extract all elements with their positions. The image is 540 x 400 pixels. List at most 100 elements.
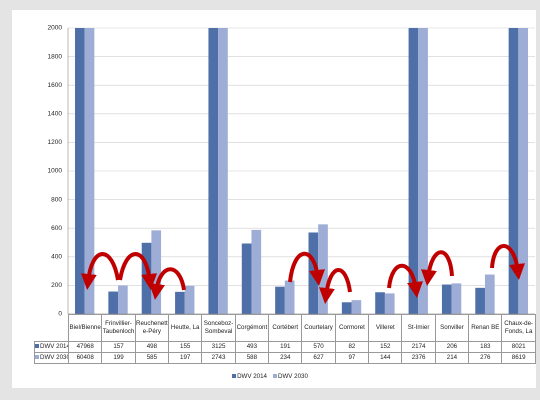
table-row: DWV 2014 47968 157 498 155 3125 493 191 570 82 152… xyxy=(34,341,536,353)
table-value: 8619 xyxy=(501,352,536,364)
table-value: 570 xyxy=(301,341,336,353)
bar xyxy=(384,293,395,314)
bar xyxy=(341,302,352,314)
bar xyxy=(75,28,85,314)
arrows xyxy=(80,244,526,304)
legend-label: DWV 2014 xyxy=(237,373,267,380)
x-tick-label: Corgémont xyxy=(234,314,270,342)
bar xyxy=(375,292,385,314)
bar xyxy=(408,28,419,314)
arrow xyxy=(318,268,352,304)
arrow xyxy=(288,251,325,286)
legend-swatch xyxy=(232,374,237,378)
x-tick-label: Biel/Bienne xyxy=(67,314,103,342)
bar xyxy=(251,229,262,314)
y-tick-label: 400 xyxy=(51,254,62,261)
table-value: 2743 xyxy=(201,352,236,364)
bar xyxy=(508,28,519,314)
x-tick-label: Cortébert xyxy=(268,314,303,342)
bars xyxy=(75,28,528,314)
y-tick-label: 1800 xyxy=(48,53,63,60)
table-corner xyxy=(35,315,69,342)
table-value: 627 xyxy=(301,352,336,364)
table-series-key: DWV 2014 xyxy=(34,341,69,353)
x-tick-label: Sonviller xyxy=(434,314,470,342)
arrow xyxy=(149,267,186,300)
bar xyxy=(151,230,162,314)
y-tick-label: 1400 xyxy=(48,111,63,118)
x-tick-label: Heutte, La xyxy=(168,314,203,342)
bar xyxy=(418,28,428,314)
bar xyxy=(284,280,295,314)
table-value: 206 xyxy=(434,341,470,353)
x-tick-label: Courtelary xyxy=(301,314,336,342)
bar xyxy=(184,285,195,314)
table-value: 588 xyxy=(234,352,270,364)
series-name: DWV 2030 xyxy=(40,354,69,361)
x-tick-label: Renan BE xyxy=(468,314,503,342)
table-value: 152 xyxy=(368,341,403,353)
table-value: 214 xyxy=(434,352,470,364)
swatch xyxy=(35,344,39,348)
swatch xyxy=(35,355,39,359)
table-value: 191 xyxy=(268,341,303,353)
table-value: 3125 xyxy=(201,341,236,353)
x-tick-label: Sonceboz- Sombeval xyxy=(201,314,236,342)
table-value: 498 xyxy=(134,341,170,353)
legend-entry: DWV 2030 xyxy=(273,373,308,380)
y-tick-label: 600 xyxy=(51,225,62,232)
x-tick-label: St-Imier xyxy=(401,314,436,342)
y-tick-label: 1000 xyxy=(48,168,63,175)
arrow xyxy=(80,252,120,290)
table-value: 585 xyxy=(134,352,170,364)
y-tick-label: 0 xyxy=(58,311,62,318)
table-value: 47968 xyxy=(67,341,103,353)
table-value: 82 xyxy=(334,341,370,353)
bar xyxy=(84,28,95,314)
table-value: 199 xyxy=(101,352,136,364)
legend: DWV 2014 DWV 2030 xyxy=(0,373,540,380)
x-tick-label: Villeret xyxy=(368,314,403,342)
table-header-row: Biel/Bienne Frinvillier- Taubenloch Reuche… xyxy=(35,314,536,342)
table-value: 97 xyxy=(334,352,370,364)
table-value: 183 xyxy=(468,341,503,353)
table-value: 155 xyxy=(168,341,203,353)
bar xyxy=(208,28,219,314)
table-value: 157 xyxy=(101,341,136,353)
y-tick-label: 800 xyxy=(51,196,62,203)
bar xyxy=(484,274,495,314)
table-value: 144 xyxy=(368,352,403,364)
bar xyxy=(441,284,452,314)
arrow xyxy=(118,252,158,290)
x-tick-label: Reuchenett e-Péry xyxy=(134,314,170,342)
x-tick-label: Cormoret xyxy=(334,314,370,342)
table-row: DWV 2030 60408 199 585 197 2743 588 234 627 97 144… xyxy=(34,352,536,364)
bar xyxy=(108,291,119,314)
arrow xyxy=(420,250,454,286)
bar xyxy=(275,286,285,314)
arrow xyxy=(490,244,526,280)
y-tick-label: 2000 xyxy=(48,25,63,32)
legend-entry: DWV 2014 xyxy=(232,373,267,380)
y-tick-label: 200 xyxy=(51,282,62,289)
bar xyxy=(175,291,185,314)
series-name: DWV 2014 xyxy=(40,343,69,350)
table-value: 2376 xyxy=(401,352,436,364)
bar xyxy=(118,285,128,314)
table-value: 234 xyxy=(268,352,303,364)
bar xyxy=(318,224,328,314)
table-value: 2174 xyxy=(401,341,436,353)
bar xyxy=(218,28,228,314)
bar xyxy=(241,243,252,314)
legend-label: DWV 2030 xyxy=(278,373,308,380)
table-series-key: DWV 2030 xyxy=(34,352,69,364)
table-value: 8021 xyxy=(501,341,536,353)
arrow xyxy=(387,263,423,298)
table-value: 197 xyxy=(168,352,203,364)
bar xyxy=(518,28,528,314)
legend-swatch xyxy=(273,374,277,378)
bar xyxy=(451,283,462,314)
table-value: 493 xyxy=(234,341,270,353)
bar xyxy=(351,300,362,314)
